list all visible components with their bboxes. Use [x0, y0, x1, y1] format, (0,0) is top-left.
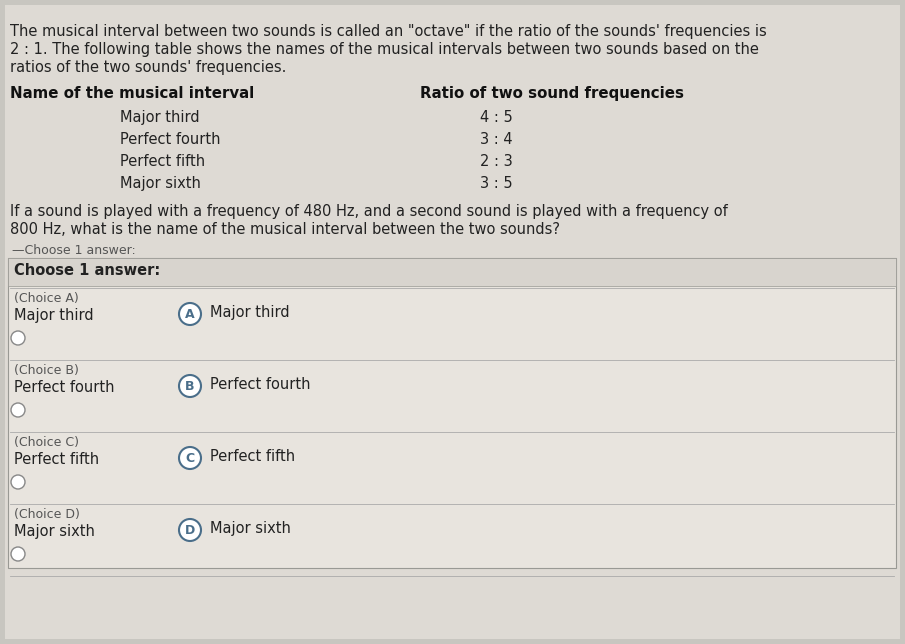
Text: Major sixth: Major sixth: [14, 524, 95, 539]
Text: (Choice D): (Choice D): [14, 508, 80, 521]
Text: Perfect fifth: Perfect fifth: [14, 452, 100, 467]
Text: Major third: Major third: [120, 110, 200, 125]
Text: (Choice B): (Choice B): [14, 364, 79, 377]
FancyBboxPatch shape: [5, 5, 900, 639]
Text: D: D: [185, 524, 195, 536]
Circle shape: [11, 403, 25, 417]
Text: Major sixth: Major sixth: [210, 521, 291, 536]
Text: —Choose 1 answer:: —Choose 1 answer:: [12, 244, 136, 257]
Text: 2 : 1. The following table shows the names of the musical intervals between two : 2 : 1. The following table shows the nam…: [10, 42, 759, 57]
Text: Perfect fifth: Perfect fifth: [120, 154, 205, 169]
Text: If a sound is played with a frequency of 480 Hz, and a second sound is played wi: If a sound is played with a frequency of…: [10, 204, 728, 219]
Text: Major sixth: Major sixth: [120, 176, 201, 191]
Text: Perfect fifth: Perfect fifth: [210, 449, 295, 464]
Circle shape: [11, 331, 25, 345]
Text: Perfect fourth: Perfect fourth: [120, 132, 221, 147]
Circle shape: [11, 475, 25, 489]
Text: 3 : 4: 3 : 4: [480, 132, 512, 147]
Text: ratios of the two sounds' frequencies.: ratios of the two sounds' frequencies.: [10, 60, 286, 75]
Circle shape: [179, 447, 201, 469]
Text: Perfect fourth: Perfect fourth: [210, 377, 310, 392]
Circle shape: [179, 375, 201, 397]
Text: A: A: [186, 307, 195, 321]
Text: The musical interval between two sounds is called an "octave" if the ratio of th: The musical interval between two sounds …: [10, 24, 767, 39]
Text: Perfect fourth: Perfect fourth: [14, 380, 115, 395]
Text: 4 : 5: 4 : 5: [480, 110, 513, 125]
Text: Name of the musical interval: Name of the musical interval: [10, 86, 254, 101]
Text: Ratio of two sound frequencies: Ratio of two sound frequencies: [420, 86, 684, 101]
Circle shape: [11, 547, 25, 561]
Text: (Choice C): (Choice C): [14, 436, 79, 449]
FancyBboxPatch shape: [8, 258, 896, 286]
FancyBboxPatch shape: [8, 258, 896, 568]
Text: C: C: [186, 451, 195, 464]
Text: 3 : 5: 3 : 5: [480, 176, 512, 191]
Text: Choose 1 answer:: Choose 1 answer:: [14, 263, 160, 278]
Circle shape: [179, 303, 201, 325]
Text: Major third: Major third: [210, 305, 290, 320]
Text: (Choice A): (Choice A): [14, 292, 79, 305]
Text: 2 : 3: 2 : 3: [480, 154, 513, 169]
Circle shape: [179, 519, 201, 541]
Text: B: B: [186, 379, 195, 392]
Text: 800 Hz, what is the name of the musical interval between the two sounds?: 800 Hz, what is the name of the musical …: [10, 222, 560, 237]
Text: Major third: Major third: [14, 308, 93, 323]
